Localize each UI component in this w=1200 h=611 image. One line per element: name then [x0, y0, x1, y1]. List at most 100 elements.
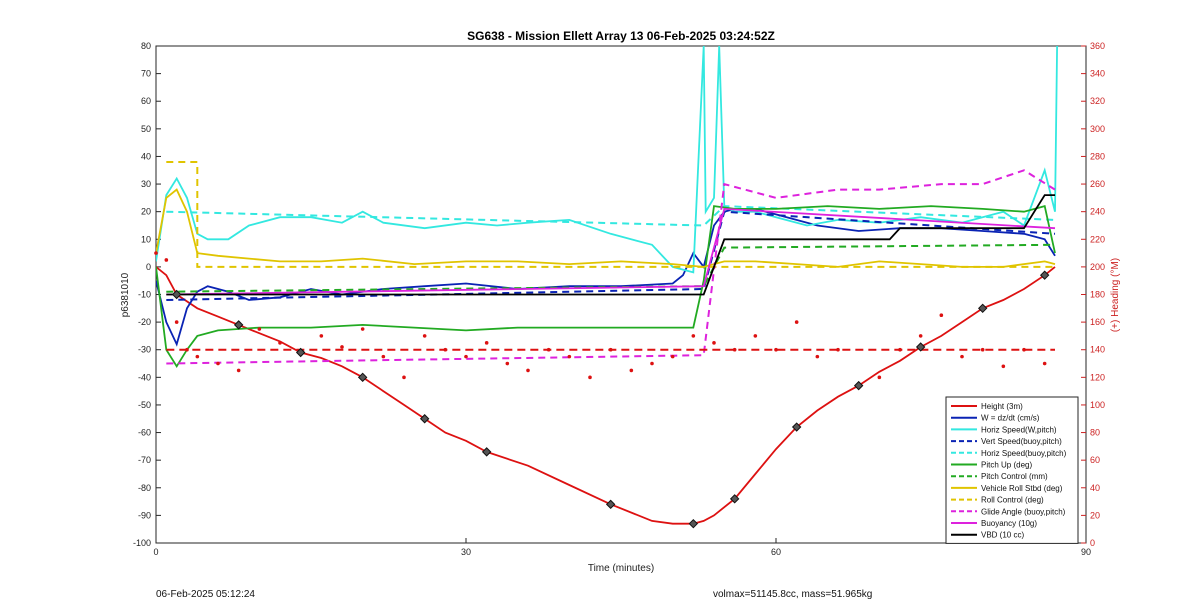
- legend-label-1: Height (3m): [981, 402, 1023, 411]
- heading-dot: [939, 313, 944, 318]
- series-line-12: [166, 194, 1055, 296]
- x-tick-label: 90: [1081, 547, 1091, 557]
- y-tick-label: 40: [141, 151, 151, 161]
- y-tick-label: -40: [138, 372, 151, 382]
- y-tick-label: -50: [138, 400, 151, 410]
- legend-label-6: Pitch Up (deg): [981, 461, 1032, 470]
- y-right-tick-label: 120: [1090, 372, 1105, 382]
- y-tick-label: 10: [141, 234, 151, 244]
- heading-dot: [174, 320, 179, 324]
- height-marker: [791, 422, 802, 432]
- heading-dot: [670, 354, 675, 359]
- height-marker: [977, 303, 988, 314]
- heading-dot: [278, 341, 282, 345]
- heading-dot: [484, 341, 489, 345]
- heading-dot: [712, 341, 716, 345]
- y-right-tick-label: 280: [1090, 151, 1105, 161]
- legend-label-8: Vehicle Roll Stbd (deg): [981, 484, 1063, 493]
- heading-dot: [546, 347, 551, 352]
- y-axis-label: p6381010: [120, 272, 131, 317]
- heading-dot: [650, 361, 654, 366]
- height-marker: [915, 342, 926, 352]
- heading-dot: [402, 375, 406, 380]
- y-tick-label: -100: [133, 538, 151, 548]
- y-tick-label: 80: [141, 41, 151, 51]
- height-marker: [853, 380, 864, 391]
- heading-dot: [608, 347, 613, 352]
- height-marker: [357, 372, 368, 383]
- y-tick-label: 50: [141, 124, 151, 134]
- legend: Height (3m) W = dz/dt (cm/s) Horiz Speed(W…: [945, 396, 1079, 544]
- heading-dot: [164, 258, 169, 262]
- series-line-11: [166, 207, 1056, 296]
- y-tick-label: -10: [138, 290, 151, 300]
- x-tick-label: 30: [461, 547, 471, 557]
- y-tick-label: 60: [141, 96, 151, 106]
- y-right-tick-label: 180: [1090, 290, 1105, 300]
- heading-dot: [381, 354, 386, 359]
- height-marker: [688, 518, 699, 529]
- x-axis-label: Time (minutes): [588, 563, 654, 574]
- series-line-10: [166, 169, 1056, 365]
- heading-dot: [753, 334, 758, 338]
- height-marker: [1039, 270, 1050, 280]
- heading-dot: [526, 368, 530, 373]
- legend-label-11: Buoyancy (10g): [981, 519, 1037, 528]
- heading-dot: [216, 361, 220, 366]
- heading-dot: [918, 334, 923, 338]
- footer-volmax-mass: volmax=51145.8cc, mass=51.965kg: [713, 589, 873, 600]
- heading-dot: [567, 354, 572, 359]
- heading-dot: [1042, 361, 1047, 366]
- heading-dot: [340, 345, 344, 349]
- heading-dot: [443, 347, 448, 352]
- y-right-tick-label: 220: [1090, 234, 1105, 244]
- legend-label-9: Roll Control (deg): [981, 496, 1044, 505]
- footer-timestamp: 06-Feb-2025 05:12:24: [156, 589, 255, 600]
- y-tick-label: 70: [141, 69, 151, 79]
- heading-dot: [185, 347, 189, 352]
- heading-dot: [195, 354, 200, 359]
- height-marker: [233, 320, 244, 330]
- legend-label-2: W = dz/dt (cm/s): [981, 414, 1040, 423]
- y-right-tick-label: 40: [1090, 483, 1100, 493]
- legend-label-4: Vert Speed(buoy,pitch): [981, 437, 1062, 446]
- y-tick-label: -70: [138, 455, 151, 465]
- heading-dot: [319, 334, 324, 338]
- heading-dot: [1001, 364, 1006, 369]
- x-tick-label: 60: [771, 547, 781, 557]
- series-line-5: [166, 205, 1056, 227]
- y-right-tick-label: 340: [1090, 69, 1105, 79]
- height-marker: [481, 447, 492, 457]
- height-marker: [419, 414, 430, 424]
- legend-label-3: Horiz Speed(W,pitch): [981, 425, 1057, 434]
- y-right-tick-label: 60: [1090, 455, 1100, 465]
- heading-dot: [836, 347, 840, 352]
- y-tick-label: 20: [141, 207, 151, 217]
- y-tick-label: -90: [138, 510, 151, 520]
- x-tick-label: 0: [153, 547, 158, 557]
- y-right-tick-label: 360: [1090, 41, 1105, 51]
- heading-dot: [877, 375, 882, 380]
- height-marker: [729, 494, 740, 504]
- y-tick-label: -20: [138, 317, 151, 327]
- y-tick-label: 30: [141, 179, 151, 189]
- heading-dot: [629, 368, 634, 373]
- y-right-tick-label: 240: [1090, 207, 1105, 217]
- legend-label-12: VBD (10 cc): [981, 531, 1024, 540]
- legend-box: [945, 396, 1079, 544]
- heading-dot: [588, 375, 592, 380]
- y-right-tick-label: 160: [1090, 317, 1105, 327]
- y-right-tick-label: 200: [1090, 262, 1105, 272]
- series-line-8: [156, 188, 1056, 268]
- y-tick-label: -80: [138, 483, 151, 493]
- heading-dot: [774, 347, 778, 352]
- y-tick-label: -60: [138, 428, 151, 438]
- heading-dot: [236, 368, 241, 373]
- heading-dot: [1022, 347, 1026, 352]
- y-right-axis-label: (+) Heading (°M): [1110, 258, 1121, 332]
- height-marker: [295, 347, 306, 358]
- heading-dot: [815, 354, 820, 359]
- legend-label-10: Glide Angle (buoy,pitch): [981, 507, 1066, 516]
- series-line-7: [166, 243, 1056, 293]
- heading-dot: [154, 251, 158, 255]
